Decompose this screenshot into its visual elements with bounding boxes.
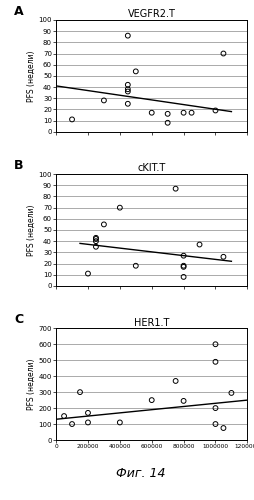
Point — [86, 418, 90, 426]
Point — [220, 50, 225, 58]
Point — [173, 184, 177, 192]
Point — [125, 81, 129, 89]
Title: HER1.T: HER1.T — [134, 318, 169, 328]
Point — [165, 110, 169, 118]
Y-axis label: PFS (недели): PFS (недели) — [27, 50, 36, 102]
Text: A: A — [14, 5, 24, 18]
Point — [213, 358, 217, 366]
Point — [181, 252, 185, 260]
Point — [189, 108, 193, 116]
Point — [78, 388, 82, 396]
Point — [117, 418, 121, 426]
Point — [197, 240, 201, 248]
Title: VEGFR2.T: VEGFR2.T — [127, 9, 175, 19]
Point — [93, 234, 98, 242]
Point — [86, 409, 90, 417]
Point — [229, 389, 233, 397]
Title: cKIT.T: cKIT.T — [137, 164, 165, 173]
Point — [213, 404, 217, 412]
Point — [125, 32, 129, 40]
Point — [149, 396, 153, 404]
Point — [213, 340, 217, 348]
Point — [93, 235, 98, 243]
Point — [93, 243, 98, 251]
Point — [220, 424, 225, 432]
Point — [93, 237, 98, 245]
Point — [213, 420, 217, 428]
Point — [173, 377, 177, 385]
Point — [149, 108, 153, 116]
Point — [102, 220, 106, 228]
Point — [86, 270, 90, 278]
Point — [181, 262, 185, 270]
Point — [220, 253, 225, 261]
Point — [165, 119, 169, 127]
Point — [181, 397, 185, 405]
Text: Фиг. 14: Фиг. 14 — [115, 467, 164, 480]
Point — [133, 68, 137, 76]
Point — [125, 100, 129, 108]
Point — [117, 204, 121, 212]
Point — [181, 108, 185, 116]
Point — [62, 412, 66, 420]
Point — [133, 262, 137, 270]
Point — [70, 420, 74, 428]
Text: C: C — [14, 313, 23, 326]
Point — [181, 263, 185, 271]
Point — [125, 86, 129, 94]
Point — [125, 88, 129, 96]
Point — [70, 116, 74, 124]
Y-axis label: PFS (недели): PFS (недели) — [27, 358, 36, 410]
Point — [181, 273, 185, 281]
Y-axis label: PFS (недели): PFS (недели) — [27, 204, 36, 256]
Text: B: B — [14, 159, 23, 172]
Point — [213, 106, 217, 114]
Point — [102, 96, 106, 104]
